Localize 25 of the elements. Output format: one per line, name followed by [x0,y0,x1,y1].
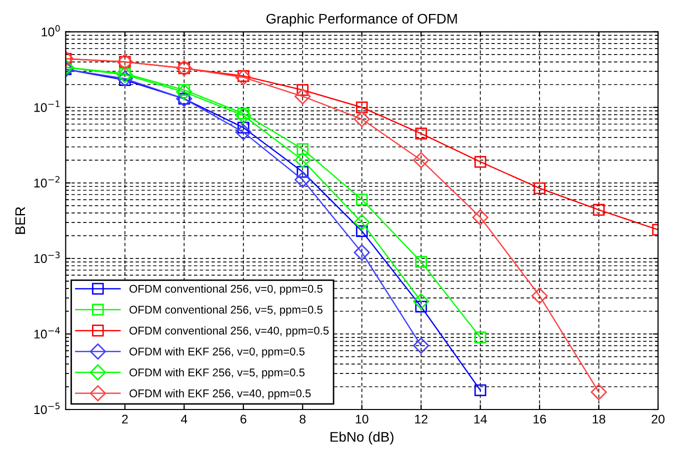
y-tick-label: 10$^{0}$ [42,25,60,36]
y-tick-label: 10$^{−3}$ [34,252,60,263]
x-tick-label: 14 [474,414,487,424]
legend-label: OFDM with EKF 256, v=0, ppm=0.5 [130,347,305,358]
y-tick-label: 10$^{−5}$ [34,402,60,414]
x-tick-label: 20 [652,414,665,424]
legend-label: OFDM with EKF 256, v=40, ppm=0.5 [130,389,311,400]
chart-title: Graphic Performance of OFDM [266,13,457,26]
legend-label: OFDM conventional 256, v=5, ppm=0.5 [130,305,322,316]
x-tick-label: 6 [240,414,246,424]
x-tick-label: 18 [592,414,606,424]
legend-label: OFDM conventional 256, v=0, ppm=0.5 [130,284,322,295]
x-axis-title: EbNo (dB) [330,432,394,445]
legend-label: OFDM conventional 256, v=40, ppm=0.5 [130,326,329,337]
legend-label: OFDM with EKF 256, v=5, ppm=0.5 [130,368,305,379]
y-tick-label: 10$^{−4}$ [34,327,60,339]
y-tick-label: 10$^{−2}$ [34,176,60,188]
x-tick-label: 16 [534,414,546,424]
x-tick-label: 2 [122,414,128,424]
x-tick-label: 10 [356,414,368,424]
x-tick-label: 4 [180,414,188,424]
x-tick-label: 8 [300,414,306,424]
x-tick-label: 12 [415,414,428,424]
y-axis-title: BER [15,207,25,234]
y-tick-label: 10$^{−1}$ [34,100,60,112]
